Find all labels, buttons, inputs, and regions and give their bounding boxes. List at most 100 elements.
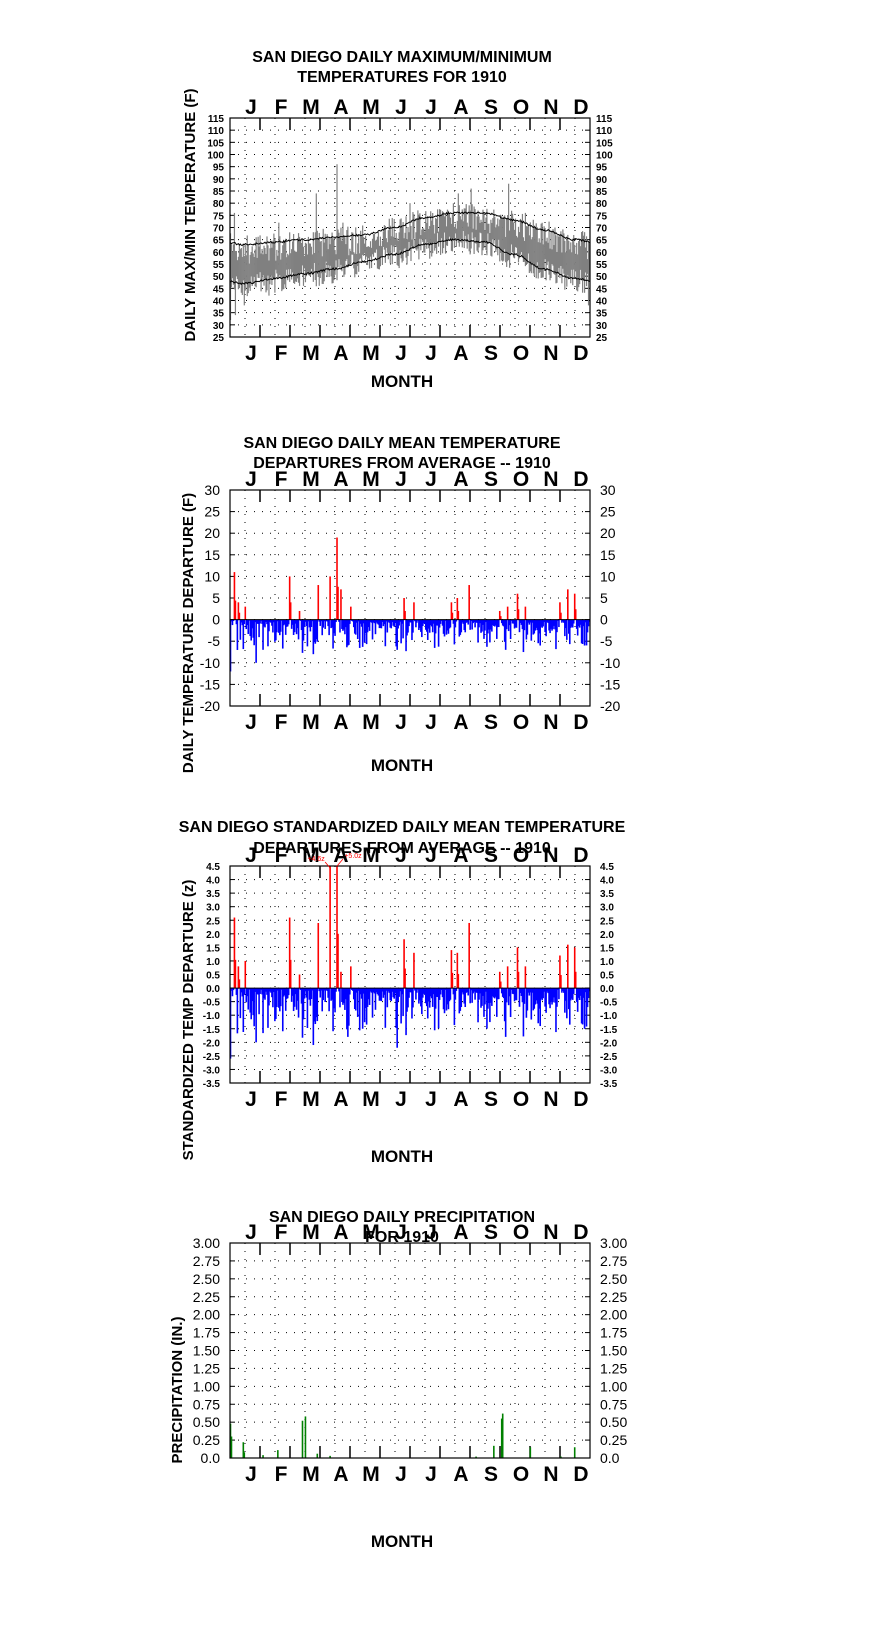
mean-title-line1: SAN DIEGO DAILY MEAN TEMPERATURE — [243, 435, 560, 452]
std-ytick-label-right: -1.5 — [600, 1025, 618, 1036]
std-ytick-label-left: 0.0 — [206, 984, 220, 995]
std-ytick-label-left: -2.5 — [203, 1052, 221, 1063]
precip-ytick-label-left: 1.75 — [193, 1325, 220, 1341]
std-month-label-bottom: J — [245, 1088, 257, 1111]
maxmin-ytick-label-right: 60 — [596, 248, 608, 259]
mean-ytick-label-left: 30 — [204, 482, 220, 498]
maxmin-month-label-top: M — [362, 96, 380, 119]
mean-ytick-label-right: 20 — [600, 525, 616, 541]
maxmin-month-label-bottom: N — [543, 342, 558, 365]
mean-plot-frame — [229, 489, 591, 707]
precip-ytick-label-right: 1.00 — [600, 1378, 627, 1394]
mean-ytick-label-left: -15 — [200, 676, 220, 692]
std-ytick-label-right: -3.5 — [600, 1079, 618, 1090]
mean-month-label-top: F — [275, 468, 288, 491]
maxmin-ytick-label-right: 90 — [596, 175, 608, 186]
precip-ytick-label-right: 2.00 — [600, 1307, 627, 1323]
mean-panel: SAN DIEGO DAILY MEAN TEMPERATURE DEPARTU… — [180, 435, 620, 775]
maxmin-ytick-label-right: 25 — [596, 333, 608, 344]
precip-month-label-top: D — [573, 1221, 588, 1244]
precip-month-label-bottom: J — [245, 1463, 257, 1486]
maxmin-ytick-label-right: 75 — [596, 211, 608, 222]
precip-ytick-label-right: 0.0 — [600, 1450, 620, 1466]
mean-month-label-top: J — [245, 468, 257, 491]
std-month-label-top: M — [362, 844, 380, 867]
maxmin-ytick-label-right: 105 — [596, 138, 613, 149]
precip-month-label-bottom: D — [573, 1463, 588, 1486]
maxmin-ytick-label-right: 95 — [596, 163, 608, 174]
precip-title-line1: SAN DIEGO DAILY PRECIPITATION — [269, 1209, 535, 1226]
std-ytick-label-right: -2.5 — [600, 1052, 618, 1063]
mean-ytick-label-right: -10 — [600, 655, 620, 671]
mean-month-label-top: O — [513, 468, 529, 491]
mean-ytick-label-right: 15 — [600, 547, 616, 563]
precip-month-label-bottom: A — [333, 1463, 348, 1486]
std-month-label-bottom: A — [453, 1088, 468, 1111]
std-ytick-label-right: 3.0 — [600, 903, 614, 914]
std-ytick-label-left: -1.5 — [203, 1025, 221, 1036]
std-ytick-label-left: 2.5 — [206, 916, 220, 927]
precip-ytick-label-left: 2.00 — [193, 1307, 220, 1323]
mean-month-label-bottom: D — [573, 711, 588, 734]
std-month-label-top: A — [453, 844, 468, 867]
maxmin-month-label-bottom: D — [573, 342, 588, 365]
std-ytick-label-left: -3.0 — [203, 1065, 221, 1076]
mean-ytick-label-right: 30 — [600, 482, 616, 498]
maxmin-ytick-label-right: 55 — [596, 260, 608, 271]
mean-ytick-label-right: 25 — [600, 504, 616, 520]
mean-month-label-top: D — [573, 468, 588, 491]
maxmin-month-label-top: D — [573, 96, 588, 119]
precip-month-label-top: F — [275, 1221, 288, 1244]
precip-month-label-bottom: O — [513, 1463, 529, 1486]
mean-ytick-label-left: -20 — [200, 698, 220, 714]
std-panel: SAN DIEGO STANDARDIZED DAILY MEAN TEMPER… — [179, 819, 626, 1166]
maxmin-ytick-label-right: 80 — [596, 199, 608, 210]
precip-ytick-label-left: 0.75 — [193, 1396, 220, 1412]
std-ytick-label-left: -0.5 — [203, 998, 221, 1009]
std-ytick-label-right: -0.5 — [600, 998, 618, 1009]
precip-ytick-label-right: 3.00 — [600, 1235, 627, 1251]
maxmin-ytick-label-right: 65 — [596, 236, 608, 247]
precip-month-label-top: J — [245, 1221, 257, 1244]
std-ytick-label-right: -2.0 — [600, 1038, 618, 1049]
maxmin-panel: SAN DIEGO DAILY MAXIMUM/MINIMUM TEMPERAT… — [182, 49, 613, 391]
precip-month-label-top: J — [425, 1221, 437, 1244]
maxmin-ytick-label-left: 70 — [213, 224, 225, 235]
std-month-label-bottom: A — [333, 1088, 348, 1111]
std-month-label-bottom: F — [275, 1088, 288, 1111]
precip-ytick-label-right: 2.25 — [600, 1289, 627, 1305]
maxmin-month-label-top: F — [275, 96, 288, 119]
maxmin-ytick-label-left: 35 — [213, 309, 225, 320]
mean-ytick-label-left: 5 — [212, 590, 220, 606]
maxmin-month-label-top: J — [425, 96, 437, 119]
maxmin-month-label-bottom: A — [333, 342, 348, 365]
maxmin-ytick-label-right: 115 — [596, 114, 613, 125]
precip-month-label-top: O — [513, 1221, 529, 1244]
std-ytick-label-right: 2.5 — [600, 916, 614, 927]
std-ytick-label-right: 0.5 — [600, 971, 614, 982]
precip-month-label-top: M — [362, 1221, 380, 1244]
std-month-label-top: S — [484, 844, 498, 867]
normal-max-line — [230, 211, 590, 246]
precip-ytick-label-right: 0.25 — [600, 1432, 627, 1448]
maxmin-ytick-label-left: 60 — [213, 248, 225, 259]
std-plot-frame — [229, 865, 591, 1084]
precip-title-line2: FOR 1910 — [365, 1229, 439, 1246]
mean-month-label-top: A — [333, 468, 348, 491]
precip-ytick-label-left: 0.0 — [201, 1450, 221, 1466]
precip-month-label-top: N — [543, 1221, 558, 1244]
precip-ytick-label-right: 1.75 — [600, 1325, 627, 1341]
maxmin-ytick-label-left: 115 — [208, 114, 225, 125]
std-ytick-label-left: 0.5 — [206, 971, 220, 982]
std-x-axis-label: MONTH — [371, 1147, 433, 1166]
std-ytick-label-right: -3.0 — [600, 1065, 618, 1076]
maxmin-ytick-label-left: 25 — [213, 333, 225, 344]
std-month-label-bottom: M — [302, 1088, 320, 1111]
std-ytick-label-left: 1.5 — [206, 943, 220, 954]
mean-title-line2: DEPARTURES FROM AVERAGE -- 1910 — [253, 455, 551, 472]
maxmin-month-label-bottom: F — [275, 342, 288, 365]
std-ytick-label-right: -1.0 — [600, 1011, 618, 1022]
std-month-label-bottom: O — [513, 1088, 529, 1111]
normal-min-line — [230, 238, 590, 286]
